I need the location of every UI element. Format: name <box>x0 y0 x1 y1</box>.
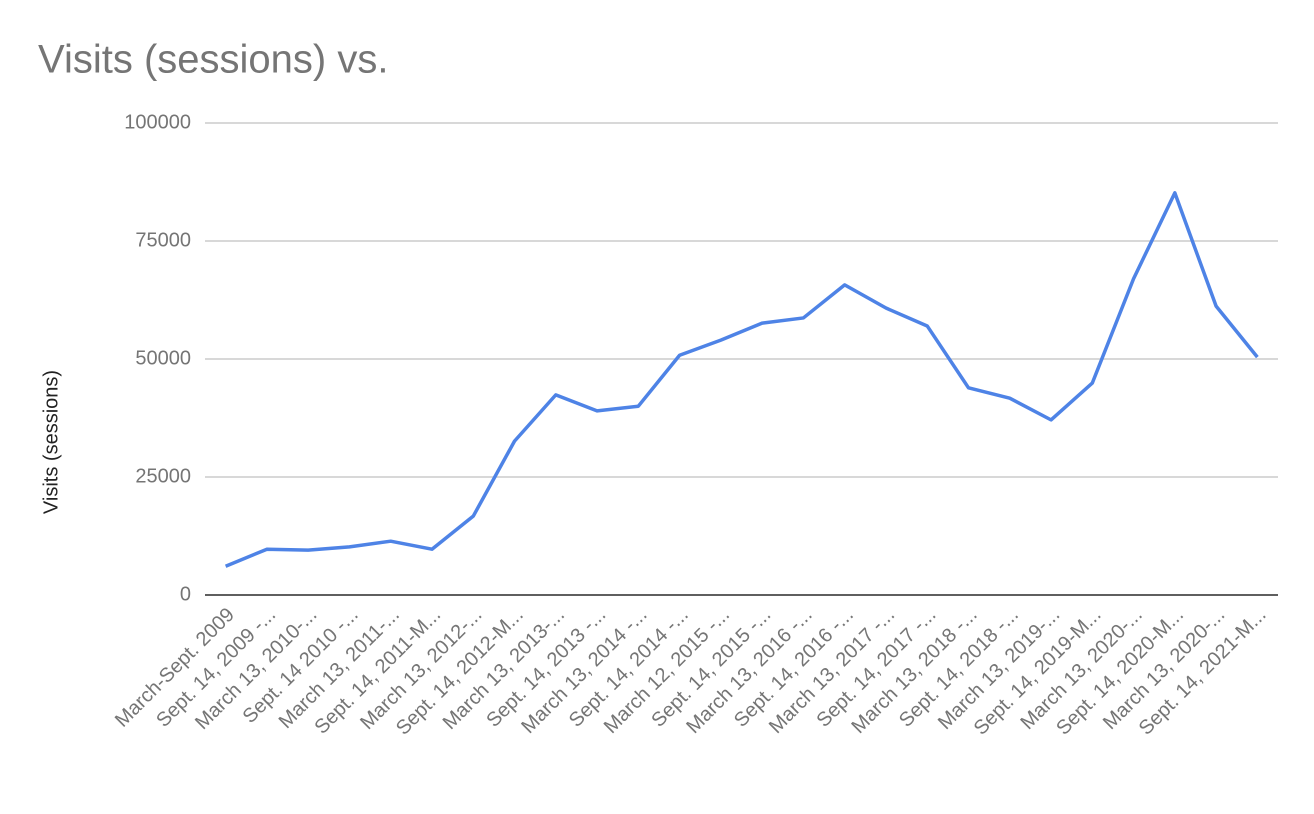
y-tick-label: 0 <box>180 583 191 605</box>
y-tick-label: 25000 <box>135 465 191 487</box>
chart-title: Visits (sessions) vs. <box>38 38 388 82</box>
data-line <box>224 191 1259 568</box>
y-tick-label: 50000 <box>135 347 191 369</box>
y-axis-label: Visits (sessions) <box>40 370 62 514</box>
y-tick-label: 75000 <box>135 229 191 251</box>
y-tick-label: 100000 <box>124 111 191 133</box>
